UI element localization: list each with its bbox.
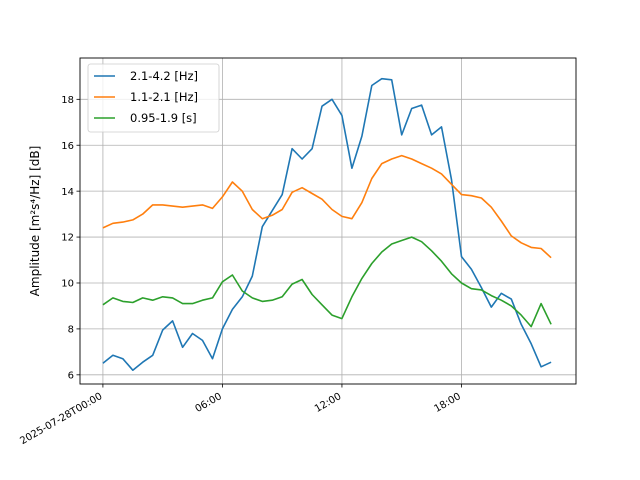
series-line-3 [102,236,552,328]
y-axis-label: Amplitude [m²s⁴/Hz] [dB] [28,146,42,297]
legend-label: 1.1-2.1 [Hz] [130,90,198,104]
series-line-2 [102,154,552,259]
legend-label: 0.95-1.9 [s] [130,111,197,125]
y-tick-label: 14 [61,187,74,198]
series-line-1 [102,77,552,372]
y-axis-ticks: 6 8 10 12 14 16 18 [61,95,80,381]
y-tick-label: 16 [61,141,74,152]
plot-frame [79,57,577,385]
y-tick-label: 8 [68,325,74,336]
y-tick-label: 18 [61,95,74,106]
legend-box [87,63,220,133]
y-tick-label: 6 [68,370,74,381]
legend: 2.1-4.2 [Hz] 1.1-2.1 [Hz] 0.95-1.9 [s] [87,63,220,133]
series-lines [102,77,552,372]
legend-label: 2.1-4.2 [Hz] [130,69,198,83]
y-tick-label: 12 [61,233,74,244]
y-tick-label: 10 [61,279,74,290]
